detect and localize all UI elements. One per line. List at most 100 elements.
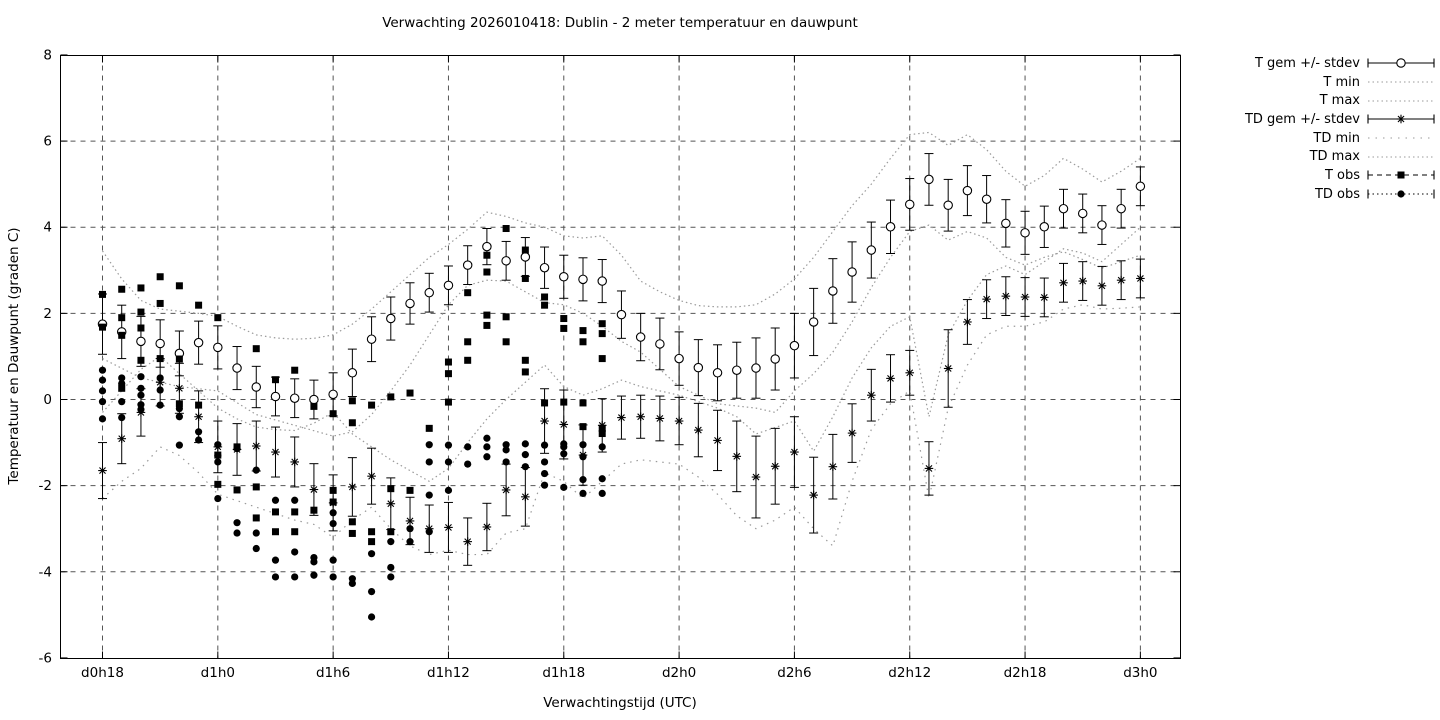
series-t-obs-point: [348, 419, 356, 427]
series-td-obs-point: [98, 387, 107, 395]
x-tick-label: d3h0: [1123, 665, 1157, 681]
series-td-obs-point: [502, 441, 510, 449]
series-td-gem-point: [694, 426, 702, 434]
series-td-obs-point: [464, 443, 472, 451]
series-t-obs-point: [560, 398, 568, 406]
series-td-obs-point: [175, 441, 183, 449]
series-t-gem-point: [943, 200, 953, 211]
series-t-obs-point: [252, 514, 260, 522]
series-td-max-line: [102, 226, 1141, 483]
series-td-obs-point: [252, 466, 260, 474]
series-t-obs-point: [329, 410, 337, 418]
series-td-gem-point: [502, 486, 510, 494]
series-t-gem-point: [1135, 181, 1146, 192]
series-t-obs-point: [387, 485, 395, 493]
series-t-obs-point: [560, 324, 568, 332]
legend: T gem +/- stdev T min T max TD gem +/- stde…: [1136, 54, 1436, 204]
series-t-obs-point: [214, 314, 222, 322]
series-td-obs-point: [560, 483, 568, 491]
series-t-obs-point: [464, 289, 472, 297]
series-td-gem-point: [1136, 275, 1144, 282]
series-t-obs-point: [195, 401, 203, 409]
series-t-obs-point: [483, 311, 491, 319]
series-td-obs-point: [98, 415, 107, 423]
series-t-gem-point: [501, 256, 511, 266]
series-t-gem-point: [655, 339, 665, 349]
series-t-obs-point: [137, 324, 145, 332]
series-t-gem-point: [1077, 208, 1088, 219]
series-td-gem-point: [1002, 292, 1010, 300]
series-td-obs-point: [387, 538, 395, 546]
series-td-obs-point: [214, 458, 222, 466]
series-td-obs-point: [214, 451, 222, 460]
series-td-gem-point: [714, 436, 721, 444]
series-td-obs-point: [406, 525, 414, 533]
series-t-obs-point: [252, 483, 260, 491]
series-td-obs-point: [175, 413, 183, 421]
series-t-obs-point: [310, 506, 318, 514]
x-tick-label: d1h0: [201, 665, 235, 681]
series-td-obs-point: [425, 458, 433, 466]
x-tick-label: d1h18: [542, 665, 585, 681]
series-td-gem-point: [1079, 277, 1087, 285]
series-t-obs-point: [175, 282, 183, 290]
series-t-gem-point: [462, 260, 473, 270]
series-t-obs-point: [579, 327, 587, 335]
x-tick-label: d2h6: [777, 665, 811, 681]
series-td-gem-point: [829, 463, 837, 471]
series-t-gem-point: [443, 280, 454, 291]
series-t-obs-point: [214, 480, 222, 488]
series-td-obs-point: [425, 491, 433, 499]
legend-label: T max: [1319, 93, 1360, 109]
legend-row: T min: [1136, 73, 1436, 92]
series-t-obs-point: [387, 528, 395, 536]
series-t-obs-point: [502, 313, 510, 321]
series-t-obs-point: [348, 518, 356, 526]
series-t-obs-point: [156, 355, 164, 363]
series-td-gem-point: [541, 417, 548, 425]
series-td-gem-point: [906, 369, 914, 377]
series-td-obs-point: [579, 489, 587, 497]
axis-border: [60, 55, 1181, 659]
series-t-gem-point: [1097, 220, 1107, 230]
legend-label: T min: [1323, 74, 1360, 90]
series-t-gem-point: [789, 340, 800, 351]
series-td-gem-point: [963, 318, 971, 326]
x-tick-label: d1h6: [316, 665, 350, 681]
series-t-gem-point: [847, 267, 857, 277]
series-td-obs-point: [521, 463, 529, 471]
series-td-obs-point: [387, 563, 395, 572]
series-td-obs-point: [137, 384, 145, 392]
series-td-gem-point: [618, 414, 625, 422]
series-td-obs-point: [118, 398, 126, 406]
series-td-obs-point: [367, 613, 376, 621]
series-t-obs-point: [252, 345, 260, 353]
legend-sample-sparse-dotted: [1368, 137, 1434, 139]
series-td-gem-point: [752, 473, 760, 481]
legend-label: TD min: [1313, 130, 1360, 146]
series-td-obs-point: [271, 556, 280, 564]
series-t-gem-point: [578, 274, 588, 285]
series-t-obs-point: [521, 246, 529, 254]
series-td-gem-point: [1021, 293, 1029, 301]
series-td-obs-point: [521, 440, 529, 448]
legend-sample-dotted-circle: [1367, 189, 1435, 199]
series-td-obs-point: [502, 446, 510, 454]
series-td-obs-point: [291, 496, 299, 504]
series-td-obs-point: [579, 441, 587, 449]
series-td-obs-point: [137, 405, 145, 414]
series-td-obs-point: [137, 373, 145, 381]
series-td-obs-point: [252, 529, 260, 537]
x-tick-label: d0h18: [81, 665, 124, 681]
series-t-gem-point: [232, 363, 242, 373]
series-t-obs-point: [464, 338, 472, 346]
series-td-gem-point: [521, 493, 529, 501]
series-t-obs-point: [406, 486, 414, 494]
legend-row: TD max: [1136, 147, 1436, 166]
series-t-obs-point: [118, 285, 126, 293]
series-t-obs-point: [233, 486, 241, 494]
series-t-obs-point: [271, 508, 279, 516]
series-td-obs-point: [118, 374, 126, 382]
series-td-obs-point: [310, 571, 318, 579]
legend-row: T gem +/- stdev: [1136, 54, 1436, 73]
